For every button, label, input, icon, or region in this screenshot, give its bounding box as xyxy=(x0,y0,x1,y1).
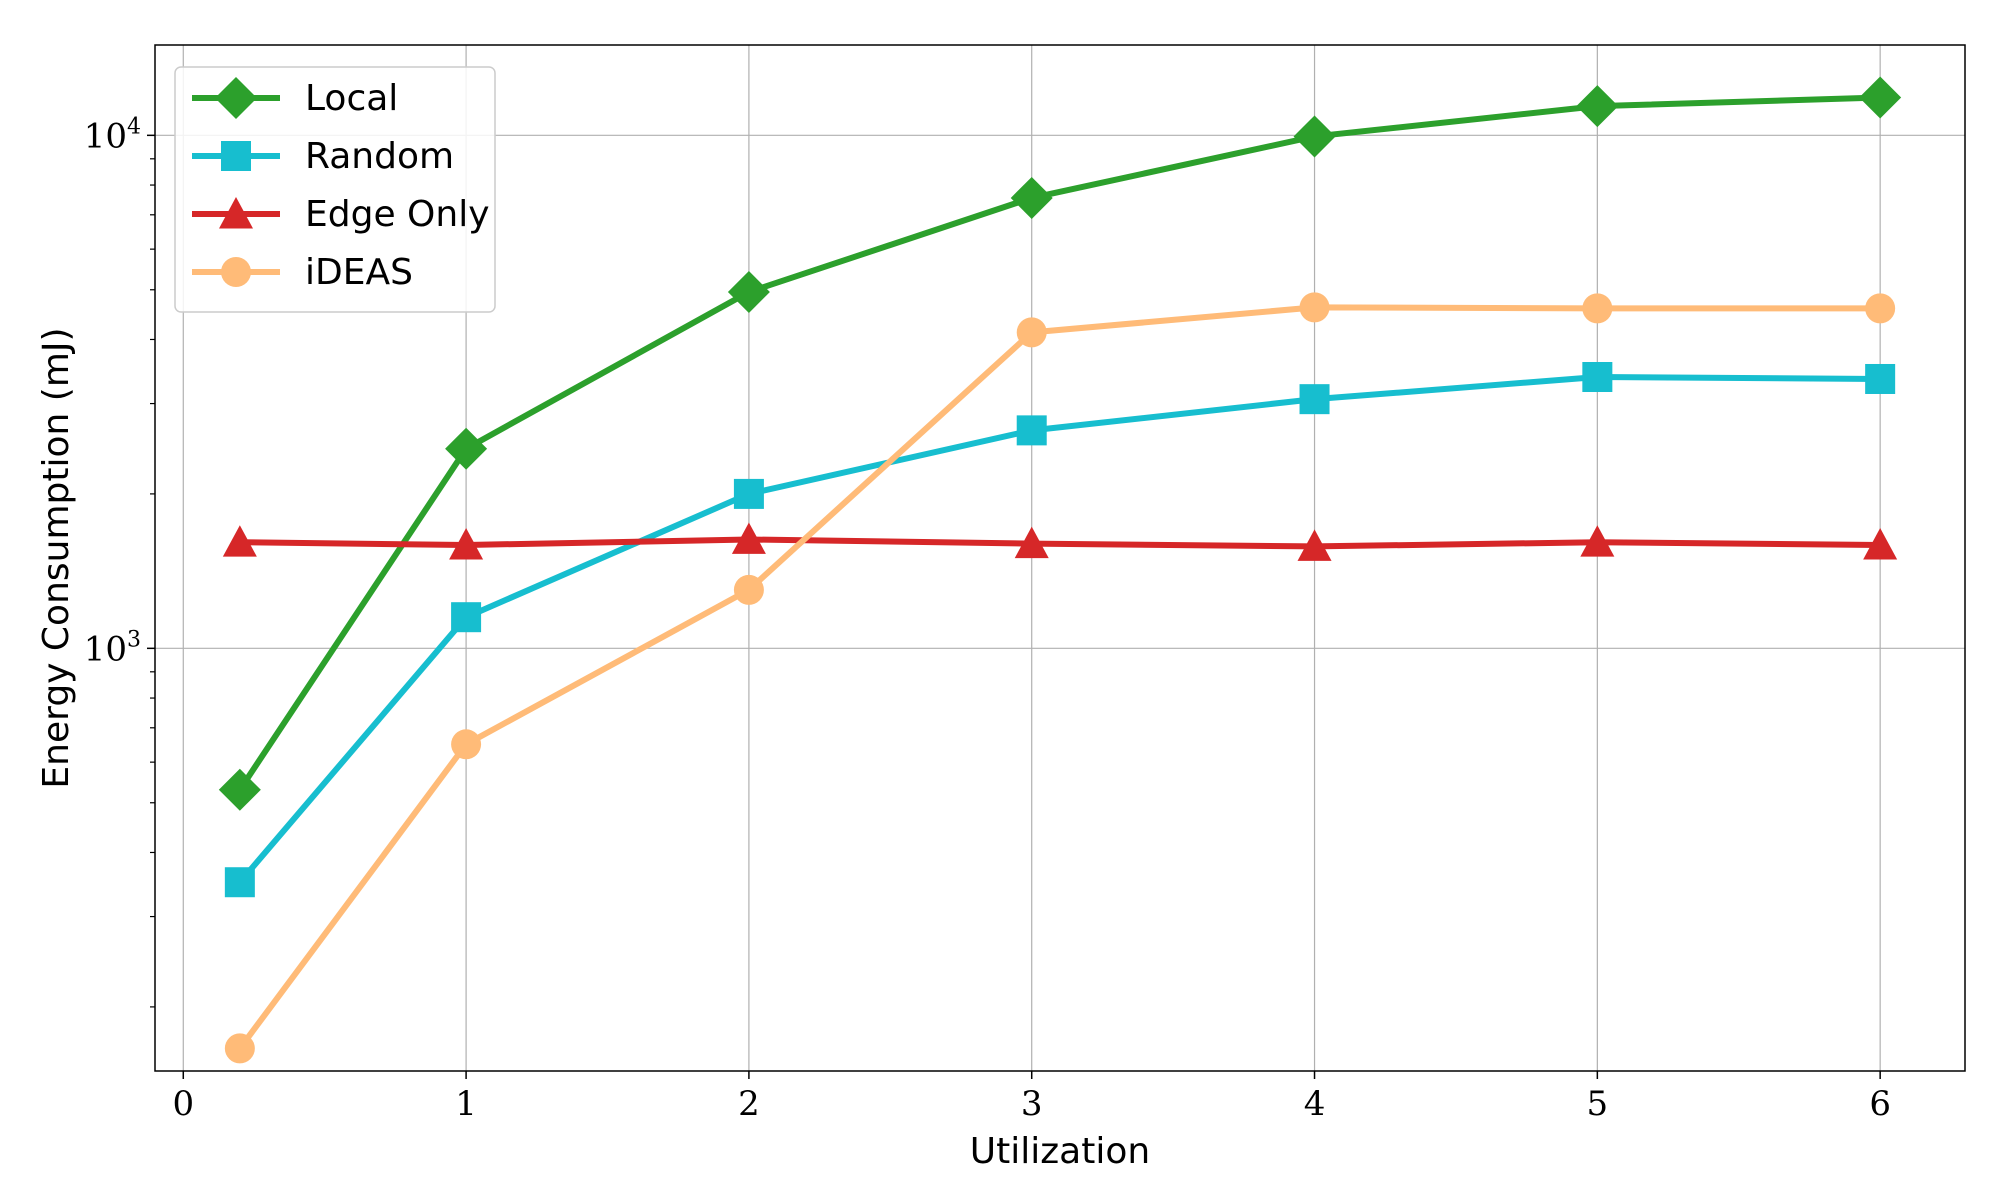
data-point-random xyxy=(224,867,255,898)
x-tick-label: 3 xyxy=(1021,1084,1043,1124)
legend-marker-local xyxy=(215,77,257,119)
legend-marker-ideas xyxy=(221,257,251,287)
data-point-random xyxy=(1582,362,1613,393)
data-point-ideas xyxy=(1865,293,1896,324)
x-tick-label: 6 xyxy=(1869,1084,1891,1124)
data-point-random xyxy=(451,602,482,633)
legend-label-random: Random xyxy=(305,136,454,177)
data-point-edge-only xyxy=(731,522,766,554)
x-tick-label: 4 xyxy=(1304,1084,1326,1124)
data-point-local xyxy=(218,768,261,811)
data-point-edge-only xyxy=(1863,528,1898,560)
data-point-local xyxy=(1010,176,1053,219)
data-point-random xyxy=(1016,415,1047,446)
y-axis-label: Energy Consumption (mJ) xyxy=(36,327,77,788)
series-layer xyxy=(218,76,1902,1064)
data-point-local xyxy=(727,271,770,314)
legend-label-local: Local xyxy=(305,78,398,119)
data-point-ideas xyxy=(1582,293,1613,324)
legend: Local Random Edge Only iDEAS xyxy=(174,66,496,313)
data-point-local xyxy=(1859,76,1902,119)
data-point-edge-only xyxy=(1014,526,1049,559)
legend-label-edge-only: Edge Only xyxy=(305,194,490,235)
data-point-ideas xyxy=(1299,292,1330,323)
legend-label-ideas: iDEAS xyxy=(305,252,413,293)
data-point-edge-only xyxy=(1580,525,1615,557)
data-point-ideas xyxy=(733,574,764,605)
legend-box xyxy=(174,66,496,313)
x-axis-label: Utilization xyxy=(970,1131,1150,1172)
data-point-random xyxy=(1865,363,1896,394)
series-line-random xyxy=(236,374,1884,886)
series-line-edge-only xyxy=(236,536,1884,550)
data-point-edge-only xyxy=(222,525,257,557)
data-point-ideas xyxy=(224,1033,255,1064)
legend-marker-edge-only xyxy=(219,197,253,229)
legend-marker-random xyxy=(221,141,251,171)
data-point-local xyxy=(445,427,488,470)
data-point-edge-only xyxy=(1297,529,1332,561)
data-point-random xyxy=(733,478,764,509)
plot-area-frame xyxy=(154,44,1966,1072)
y-tick-label: 104 xyxy=(84,114,141,156)
x-tick-label: 2 xyxy=(738,1084,760,1124)
series-local xyxy=(218,76,1902,811)
data-point-local xyxy=(1293,115,1336,158)
series-ideas xyxy=(224,292,1896,1064)
data-point-edge-only xyxy=(449,528,484,560)
x-tick-label: 1 xyxy=(455,1084,477,1124)
axis-ticks: 0 1 2 3 4 5 6 103 104 xyxy=(84,114,1891,1124)
x-tick-label: 5 xyxy=(1587,1084,1609,1124)
series-edge-only xyxy=(222,522,1898,561)
y-tick-label: 103 xyxy=(84,627,141,669)
x-tick-label: 0 xyxy=(172,1084,194,1124)
data-point-random xyxy=(1299,384,1330,415)
series-random xyxy=(224,362,1896,898)
data-point-local xyxy=(1576,85,1619,128)
series-line-ideas xyxy=(236,304,1884,1052)
data-point-ideas xyxy=(451,729,482,760)
data-point-ideas xyxy=(1016,317,1047,348)
